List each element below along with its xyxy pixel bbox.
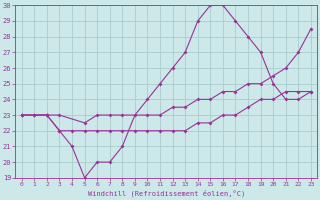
- X-axis label: Windchill (Refroidissement éolien,°C): Windchill (Refroidissement éolien,°C): [88, 190, 245, 197]
